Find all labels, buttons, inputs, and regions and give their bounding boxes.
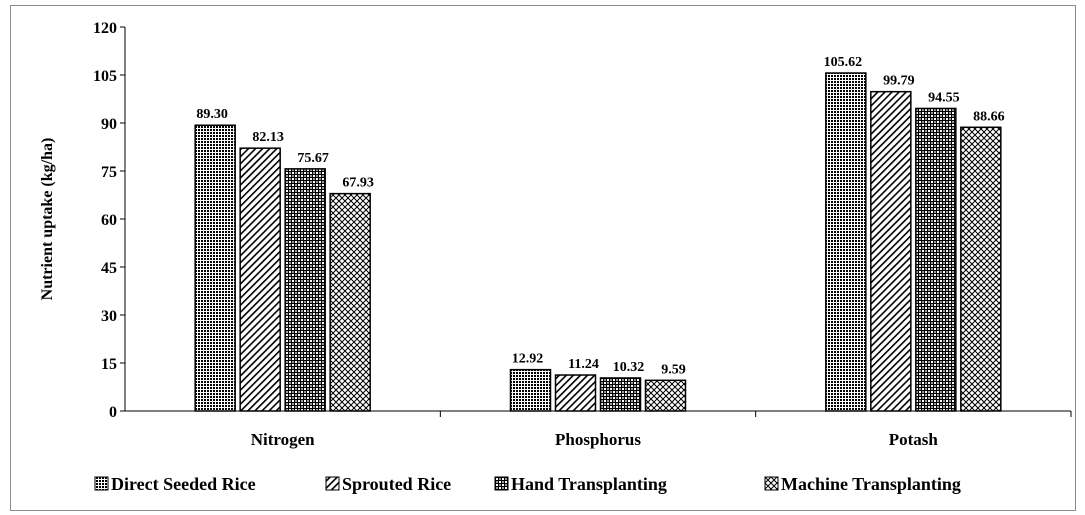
bar	[644, 379, 687, 412]
bar-value-label: 67.93	[342, 176, 374, 191]
bar	[509, 368, 552, 412]
bar-value-label: 89.30	[196, 107, 228, 122]
y-tick-label: 90	[101, 116, 117, 133]
bar-value-label: 12.92	[512, 352, 544, 367]
y-tick-label: 15	[101, 356, 117, 373]
bar-value-label: 11.24	[568, 357, 599, 372]
bar	[915, 107, 957, 412]
bar-value-label: 94.55	[928, 90, 960, 105]
legend-label: Machine Transplanting	[781, 474, 961, 494]
bar	[329, 192, 371, 412]
y-tick-label: 120	[93, 20, 117, 37]
bar	[239, 147, 281, 412]
y-axis-label: Nutrient uptake (kg/ha)	[39, 138, 56, 301]
category-label: Potash	[889, 430, 939, 449]
legend-label: Hand Transplanting	[511, 474, 667, 494]
bar-value-label: 9.59	[661, 362, 686, 377]
legend-label: Direct Seeded Rice	[111, 474, 256, 494]
bar	[960, 126, 1002, 412]
y-tick-label: 75	[101, 164, 117, 181]
bar-value-label: 88.66	[973, 109, 1005, 124]
y-tick-label: 60	[101, 212, 117, 229]
bar	[194, 124, 236, 412]
legend-swatch	[764, 476, 779, 491]
y-tick-label: 0	[109, 404, 117, 421]
category-label: Nitrogen	[251, 430, 315, 449]
bar	[599, 377, 642, 412]
y-tick-label: 30	[101, 308, 117, 325]
category-label: Phosphorus	[555, 430, 641, 449]
legend-label: Sprouted Rice	[342, 474, 451, 494]
legend: Direct Seeded Rice Sprouted Rice Hand Tran…	[94, 474, 961, 494]
bars: 89.30 82.13 75.67 67.93 12.92 11.24 10.32 9.59 1…	[194, 55, 1005, 412]
bar-value-label: 10.32	[613, 360, 645, 375]
bar-value-label: 75.67	[297, 151, 329, 166]
bar	[284, 168, 326, 412]
y-tick-label: 105	[93, 68, 117, 85]
bar	[554, 374, 597, 412]
legend-swatch	[494, 476, 509, 491]
legend-swatch	[94, 476, 109, 491]
bar-value-label: 105.62	[824, 55, 863, 70]
bar	[825, 72, 867, 412]
y-tick-label: 45	[101, 260, 117, 277]
bar-value-label: 99.79	[883, 74, 915, 89]
bar-value-label: 82.13	[252, 130, 284, 145]
bar	[870, 90, 912, 412]
legend-swatch	[325, 476, 340, 491]
axes: 0 15 30 45 60 75 90 105 120 Nutrient uptake (kg/h…	[39, 20, 1072, 449]
